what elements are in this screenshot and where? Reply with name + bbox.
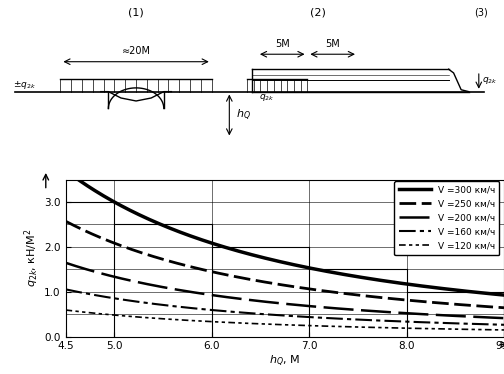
Text: $\pm q_{2k}$: $\pm q_{2k}$ [13,79,36,91]
Text: (3): (3) [474,7,488,18]
Text: $q_{2k}$: $q_{2k}$ [259,92,275,104]
Text: 5М: 5М [275,39,290,49]
Text: (1): (1) [128,7,144,18]
X-axis label: $h_Q$, М: $h_Q$, М [269,354,300,370]
Legend: V =300 км/ч, V =250 км/ч, V =200 км/ч, V =160 км/ч, V =120 км/ч: V =300 км/ч, V =250 км/ч, V =200 км/ч, V… [395,181,499,255]
Text: 5М: 5М [325,39,340,49]
Text: (2): (2) [309,7,326,18]
Y-axis label: $q_{2k}$, кН/М$^2$: $q_{2k}$, кН/М$^2$ [23,229,41,287]
Text: $q_{2k}$: $q_{2k}$ [482,75,497,86]
Text: $h_Q$: $h_Q$ [236,108,250,123]
Text: ≈20М: ≈20М [121,46,151,56]
